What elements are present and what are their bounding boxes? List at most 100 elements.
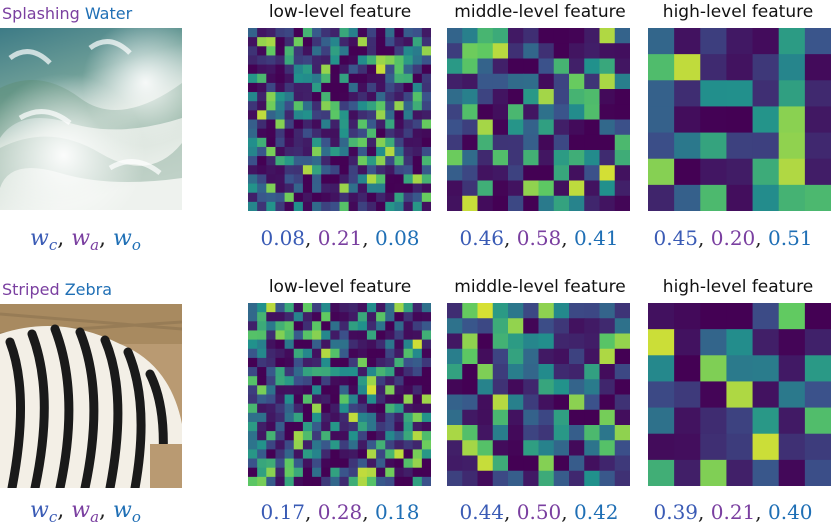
heatmap-cell [366, 128, 377, 139]
heatmap-cell [293, 46, 304, 56]
heatmap-cell [508, 58, 524, 75]
heatmap-cell [293, 64, 304, 75]
heatmap-cell [348, 303, 359, 313]
heatmap-cell [348, 458, 359, 469]
heatmap-cell [553, 134, 570, 151]
heatmap-cell [357, 28, 368, 38]
heatmap-cell [403, 165, 414, 175]
heatmap-cell [302, 156, 313, 166]
heatmap-cell [569, 470, 585, 486]
heatmap-cell [569, 104, 585, 120]
heatmap-cell [403, 46, 414, 56]
heatmap-cell [553, 303, 570, 319]
heatmap-cell [599, 440, 616, 456]
heatmap-cell [376, 321, 386, 331]
heatmap-cell [804, 329, 831, 356]
heatmap-cell [330, 46, 340, 56]
heatmap-cell [330, 28, 340, 38]
heatmap-cell [385, 476, 395, 486]
heatmap-cell [312, 110, 322, 120]
heatmap-cell [366, 467, 377, 478]
heatmap-cell [447, 165, 463, 181]
heatmap-cell [385, 403, 395, 414]
heatmap-cell [257, 303, 267, 313]
heatmap-cell [293, 183, 304, 194]
heatmap-cell [321, 146, 331, 157]
heatmap-cell [648, 106, 675, 134]
heatmap-cell [330, 431, 340, 441]
heatmap-cell [284, 394, 295, 405]
heatmap-cell [366, 458, 377, 469]
heatmap-cell [553, 73, 570, 90]
heatmap-cell [275, 440, 286, 450]
heatmap-cell [553, 425, 570, 441]
heatmap-cell [257, 28, 267, 38]
heatmap-cell [257, 55, 267, 66]
heatmap-cell [321, 37, 331, 47]
heatmap-cell [385, 73, 395, 84]
heatmap-cell [538, 440, 555, 456]
heatmap-cell [569, 333, 585, 350]
heatmap-cell [293, 92, 304, 102]
heatmap-cell [674, 132, 701, 160]
heatmap-cell [614, 134, 630, 151]
heatmap-cell [348, 165, 359, 175]
heatmap-cell [339, 367, 350, 377]
heatmap-cell [523, 73, 539, 90]
heatmap-cell [394, 357, 405, 368]
heatmap-cell [284, 348, 295, 359]
heatmap-cell [302, 339, 313, 350]
heatmap-cell [477, 394, 494, 411]
heatmap-cell [394, 467, 405, 478]
heatmap-cell [394, 110, 405, 120]
heatmap-cell [248, 183, 258, 194]
heatmap-cell [648, 303, 675, 330]
heatmap-cell [321, 412, 331, 423]
heatmap-cell [321, 201, 331, 211]
heatmap-cell [302, 201, 313, 211]
heatmap-cell [412, 73, 423, 84]
heatmap-cell [339, 385, 350, 395]
heatmap-cell [321, 431, 331, 441]
heatmap-cell [357, 101, 368, 111]
heatmap-cell [348, 330, 359, 341]
heatmap-cell [312, 92, 322, 102]
heatmap-cell [492, 455, 509, 472]
heatmap-cell [584, 318, 600, 334]
heatmap-cell [257, 82, 267, 93]
heatmap-cell [357, 64, 368, 75]
heatmap-cell [804, 407, 831, 435]
heatmap-cell [339, 431, 350, 441]
heatmap-cell [385, 330, 395, 341]
heatmap-cell [648, 355, 675, 382]
heatmap-cell [403, 92, 414, 102]
heatmap-cell [348, 110, 359, 120]
heatmap-cell [366, 137, 377, 148]
heatmap-cell [330, 183, 340, 194]
heatmap-cell [421, 55, 431, 66]
heatmap-cell [553, 89, 570, 105]
heatmap-cell [357, 449, 368, 460]
heatmap-cell [275, 330, 286, 341]
heatmap-cell [674, 303, 701, 330]
heatmap-cell [312, 165, 322, 175]
heatmap-cell [321, 119, 331, 130]
heatmap-cell [599, 318, 616, 334]
heatmap-cell [614, 425, 630, 441]
heatmap-cell [257, 467, 267, 478]
heatmap-cell [275, 101, 286, 111]
heatmap-cell [348, 403, 359, 414]
heatmap-cell [339, 28, 350, 38]
heatmap-cell [266, 137, 276, 148]
heatmap-cell [599, 455, 616, 472]
heatmap-cell [284, 376, 295, 386]
heatmap-cell [275, 312, 286, 322]
heatmap-cell [403, 403, 414, 414]
heatmap-cell [257, 458, 267, 469]
heatmap-cell [385, 312, 395, 322]
heatmap-cell [293, 146, 304, 157]
heatmap-cell [412, 28, 423, 38]
heatmap-cell [339, 357, 350, 368]
heatmap-cell [339, 137, 350, 148]
heatmap-cell [293, 165, 304, 175]
